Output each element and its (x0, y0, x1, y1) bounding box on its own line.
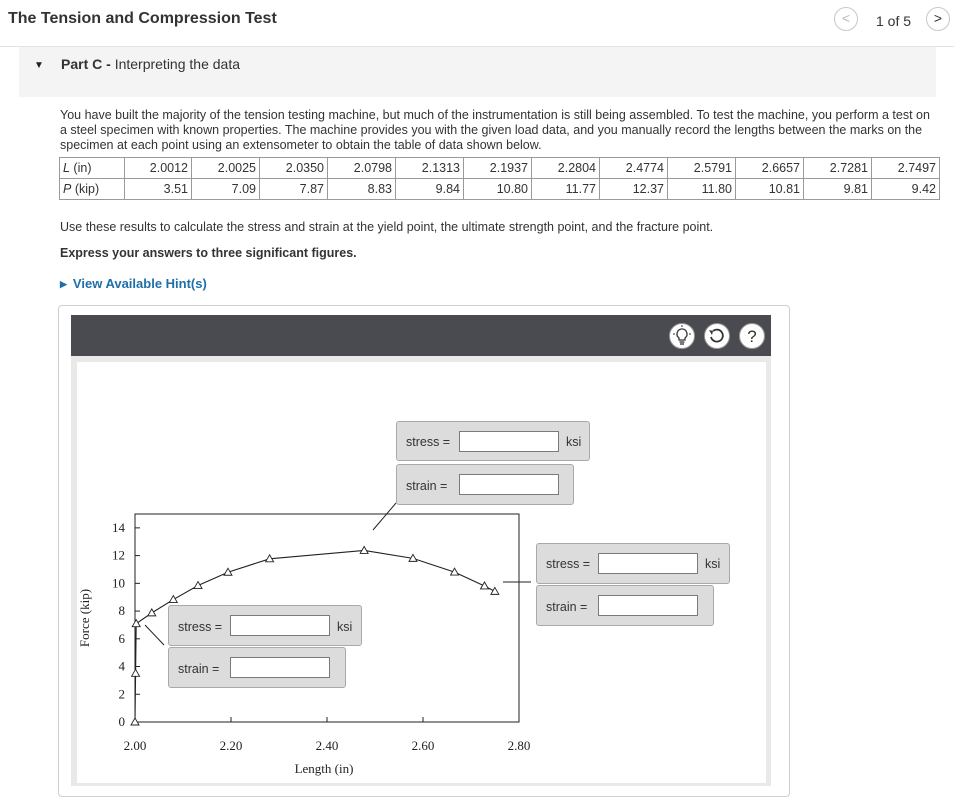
page-title: The Tension and Compression Test (8, 10, 277, 27)
part-label: Part C - (61, 56, 111, 72)
data-point-marker (168, 594, 179, 604)
data-point-marker (359, 545, 369, 554)
y-tick-label: 12 (112, 548, 125, 563)
table-row: P (kip) 3.51 7.09 7.87 8.83 9.84 10.80 1… (59, 178, 940, 200)
reset-icon[interactable] (704, 323, 730, 349)
part-header[interactable]: ▼ Part C - Interpreting the data (19, 47, 936, 97)
table-cell: 2.0798 (327, 157, 396, 179)
table-cell: 9.84 (395, 178, 464, 200)
table-cell: 12.37 (599, 178, 668, 200)
table-cell: 2.0350 (259, 157, 328, 179)
table-cell: 10.80 (463, 178, 532, 200)
x-axis-label: Length (in) (295, 761, 354, 776)
expand-triangle-icon: ▶ (60, 279, 67, 289)
x-tick-label: 2.00 (124, 738, 147, 753)
x-tick-label: 2.80 (508, 738, 531, 753)
part-title: Part C - Interpreting the data (61, 56, 240, 72)
x-tick-label: 2.40 (316, 738, 339, 753)
top-bar: The Tension and Compression Test < 1 of … (0, 0, 954, 47)
row-header-load: P (kip) (59, 178, 125, 200)
y-tick-label: 0 (119, 714, 126, 729)
data-point-marker (193, 580, 203, 590)
yield-strain-input[interactable] (230, 657, 330, 678)
data-point-marker (264, 553, 275, 563)
y-tick-label: 6 (119, 631, 126, 646)
y-tick-label: 10 (112, 575, 125, 590)
ultimate-stress-input[interactable] (459, 431, 559, 452)
lightbulb-icon[interactable] (669, 323, 695, 349)
fracture-stress-unit: ksi (705, 557, 721, 571)
data-table: L (in) 2.0012 2.0025 2.0350 2.0798 2.131… (59, 157, 940, 200)
part-name: Interpreting the data (114, 56, 240, 72)
ultimate-strain-label: strain = (406, 479, 448, 493)
view-hints-link[interactable]: ▶ View Available Hint(s) (60, 276, 207, 291)
y-tick-label: 8 (119, 603, 126, 618)
ultimate-stress-unit: ksi (566, 435, 582, 449)
instructions-text: Use these results to calculate the stres… (60, 220, 714, 234)
fracture-strain-label: strain = (546, 600, 588, 614)
widget-toolbar (71, 315, 771, 356)
table-cell: 7.09 (191, 178, 260, 200)
ultimate-leader-line (372, 502, 397, 531)
collapse-caret-icon[interactable]: ▼ (34, 60, 44, 71)
yield-leader-line (144, 624, 165, 646)
x-tick-label: 2.20 (220, 738, 243, 753)
data-point-marker (479, 581, 490, 590)
page-counter: 1 of 5 (876, 13, 912, 29)
fracture-strain-input[interactable] (598, 595, 698, 616)
yield-stress-unit: ksi (337, 620, 353, 634)
next-page-button[interactable]: > (926, 7, 950, 31)
table-cell: 10.81 (735, 178, 804, 200)
x-tick-label: 2.60 (412, 738, 435, 753)
row-header-length: L (in) (59, 157, 125, 179)
data-point-marker (449, 567, 460, 576)
table-cell: 3.51 (124, 178, 192, 200)
fracture-stress-input[interactable] (598, 553, 698, 574)
yield-stress-input[interactable] (230, 615, 330, 636)
table-cell: 9.42 (871, 178, 940, 200)
data-point-marker (130, 717, 140, 726)
ultimate-stress-label: stress = (406, 435, 451, 449)
y-tick-label: 4 (119, 659, 126, 674)
table-cell: 8.83 (327, 178, 396, 200)
table-cell: 2.5791 (667, 157, 736, 179)
data-point-marker (408, 553, 418, 562)
y-tick-label: 14 (112, 520, 126, 535)
y-axis-label: Force (kip) (77, 589, 92, 647)
table-cell: 11.80 (667, 178, 736, 200)
help-icon[interactable]: ? (739, 323, 765, 349)
express-instruction: Express your answers to three significan… (60, 246, 357, 260)
table-row: L (in) 2.0012 2.0025 2.0350 2.0798 2.131… (59, 157, 940, 179)
data-point-marker (223, 567, 233, 576)
data-point-marker (130, 668, 141, 677)
ultimate-strain-input[interactable] (459, 474, 559, 495)
yield-stress-label: stress = (178, 620, 223, 634)
data-point-marker (131, 618, 141, 628)
y-tick-label: 2 (119, 686, 126, 701)
table-cell: 2.0025 (191, 157, 260, 179)
hint-link-label: View Available Hint(s) (72, 276, 207, 291)
data-point-marker (490, 586, 500, 595)
problem-text: You have built the majority of the tensi… (60, 108, 930, 152)
prev-page-button[interactable]: < (834, 7, 858, 31)
yield-strain-label: strain = (178, 662, 220, 676)
data-point-marker (147, 607, 157, 617)
fracture-stress-label: stress = (546, 557, 591, 571)
